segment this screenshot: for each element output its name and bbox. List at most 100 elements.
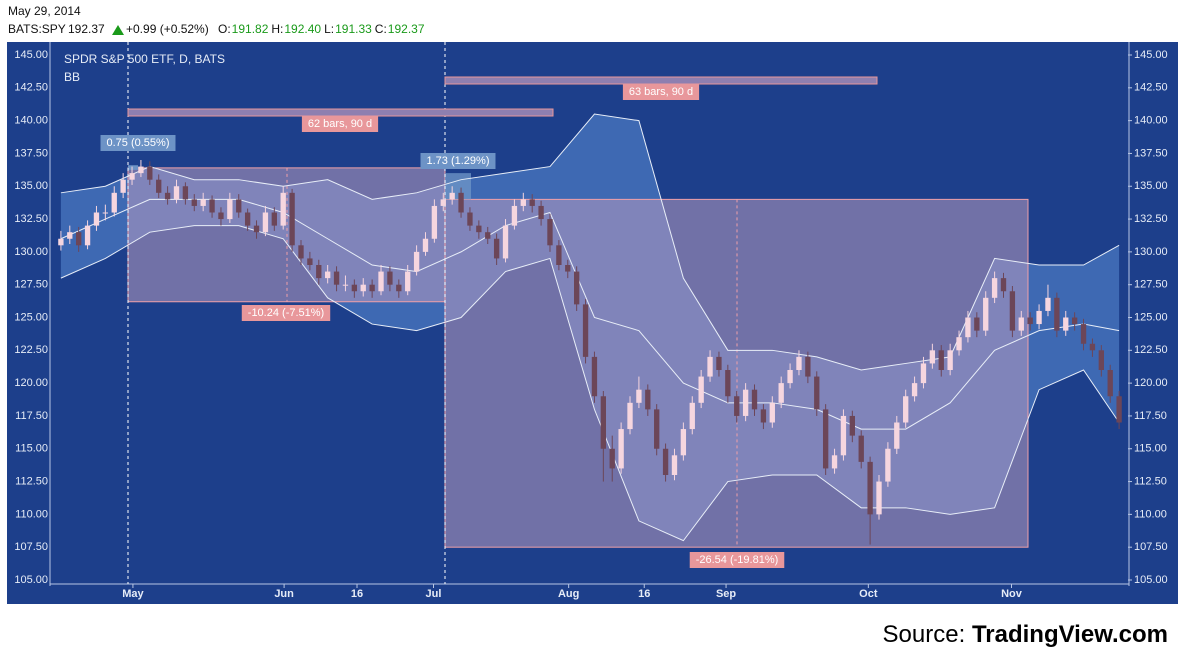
- annotation: 62 bars, 90 d: [308, 118, 372, 130]
- y-tick-label: 125.00: [14, 311, 48, 323]
- chart-title: SPDR S&P 500 ETF, D, BATS: [64, 52, 225, 66]
- y-tick-label-right: 112.50: [1134, 475, 1167, 487]
- annotation: 1.73 (1.29%): [427, 155, 490, 167]
- candle-body: [218, 212, 224, 220]
- y-tick-label-right: 115.00: [1134, 443, 1167, 455]
- candle-body: [1107, 370, 1113, 397]
- y-tick-label-right: 125.00: [1134, 311, 1168, 323]
- candle-body: [396, 284, 402, 292]
- candle-body: [662, 448, 669, 475]
- candle-body: [858, 435, 864, 462]
- candle-body: [1116, 396, 1122, 423]
- y-tick-label-right: 107.50: [1134, 541, 1168, 553]
- x-tick-label: Sep: [716, 588, 736, 600]
- candle-body: [1036, 310, 1042, 325]
- x-tick-label: 16: [638, 588, 650, 600]
- candle-body: [520, 199, 526, 206]
- y-tick-label: 117.50: [15, 410, 48, 422]
- ohlc-label: L:: [324, 22, 334, 36]
- annotation-box: [241, 305, 331, 321]
- candle-body: [645, 389, 651, 410]
- candle-body: [769, 402, 775, 423]
- candle-body: [627, 402, 633, 430]
- candle-body: [707, 356, 713, 377]
- candle-body: [449, 192, 455, 200]
- candle-body: [698, 376, 704, 403]
- candle-body: [876, 481, 882, 515]
- x-tick-label: May: [122, 588, 144, 600]
- candle-body: [778, 383, 784, 403]
- candle-body: [822, 409, 829, 469]
- candle-body: [582, 304, 589, 357]
- candle-body: [191, 199, 197, 206]
- candle-body: [556, 245, 562, 265]
- candle-body: [725, 370, 731, 397]
- candle-body: [1054, 297, 1060, 331]
- candle-body: [591, 356, 598, 397]
- y-tick-label-right: 137.50: [1134, 147, 1168, 159]
- candle-body: [831, 455, 838, 469]
- candle-body: [805, 356, 811, 377]
- y-tick-label: 132.50: [14, 213, 48, 225]
- y-tick-label-right: 117.50: [1134, 410, 1167, 422]
- candle-body: [511, 205, 518, 226]
- y-tick-label: 107.50: [14, 541, 48, 553]
- candle-body: [734, 396, 740, 416]
- annotation-box: [689, 552, 785, 568]
- candle-body: [742, 389, 749, 416]
- candle-body: [102, 212, 109, 214]
- candle-body: [911, 383, 918, 397]
- candle-body: [369, 284, 375, 292]
- candle-body: [244, 212, 251, 226]
- candle-body: [903, 396, 909, 423]
- candle-body: [671, 455, 678, 475]
- candle-body: [609, 448, 615, 469]
- ohlc-value: 191.33: [335, 22, 372, 36]
- candle-body: [280, 192, 286, 226]
- ohlc-value: 192.40: [284, 22, 321, 36]
- candle-body: [956, 337, 962, 351]
- bars-range: [444, 76, 878, 85]
- band-line: [60, 225, 1120, 542]
- candle-body: [974, 317, 980, 331]
- candle-body: [929, 350, 936, 364]
- candle-body: [476, 225, 482, 233]
- candle-body: [1098, 350, 1104, 370]
- candle-body: [422, 238, 429, 252]
- y-tick-label: 115.00: [15, 443, 48, 455]
- candle-body: [1063, 317, 1069, 331]
- candle-body: [1018, 317, 1024, 331]
- y-tick-label: 127.50: [14, 279, 48, 291]
- candle-body: [885, 448, 891, 482]
- source-prefix: Source:: [883, 621, 972, 648]
- annotation-box: [301, 116, 379, 132]
- date: May 29, 2014: [8, 4, 81, 18]
- candle-body: [298, 245, 304, 259]
- candle-body: [120, 179, 126, 193]
- candle-body: [654, 409, 660, 449]
- candle-body: [760, 409, 767, 423]
- candle-body: [680, 429, 687, 456]
- annotation: -10.24 (-7.51%): [248, 307, 324, 319]
- ohlc-label: O:: [218, 22, 231, 36]
- y-tick-label-right: 145.00: [1134, 49, 1168, 61]
- candle-body: [58, 238, 64, 246]
- y-tick-label-right: 110.00: [1134, 508, 1167, 520]
- annotation: -26.54 (-19.81%): [696, 554, 779, 566]
- candle-body: [814, 376, 820, 410]
- candle-body: [1000, 278, 1007, 292]
- candle-body: [796, 356, 802, 370]
- candle-body: [325, 271, 331, 279]
- y-tick-label-right: 132.50: [1134, 213, 1168, 225]
- candle-body: [227, 199, 233, 220]
- annotation-box: [100, 135, 176, 151]
- candle-body: [547, 219, 553, 246]
- candle-body: [867, 461, 873, 515]
- candle-body: [236, 199, 242, 213]
- candle-body: [147, 166, 153, 180]
- y-tick-label-right: 127.50: [1134, 279, 1168, 291]
- candle-body: [1045, 297, 1051, 311]
- candle-body: [1009, 291, 1016, 331]
- y-tick-label: 140.00: [14, 115, 48, 127]
- annotation: 63 bars, 90 d: [629, 86, 693, 98]
